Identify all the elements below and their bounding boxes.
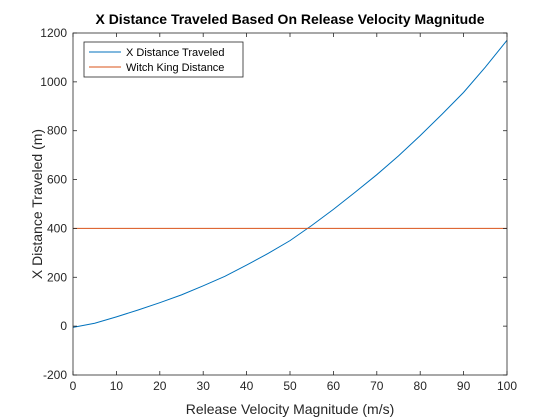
x-axis: 0 10 20 30 40 50 60 70 80 90 100 [70, 33, 517, 393]
x-tick-label: 70 [370, 379, 384, 393]
x-tick-label: 30 [197, 379, 211, 393]
y-tick-label: 600 [47, 173, 67, 187]
y-tick-label: 1200 [40, 26, 67, 40]
x-tick-label: 80 [414, 379, 428, 393]
series-line-1 [72, 40, 508, 328]
x-tick-label: 40 [240, 379, 254, 393]
y-tick-label: 800 [47, 124, 67, 138]
x-tick-label: 0 [70, 379, 77, 393]
y-tick-label: -200 [43, 368, 67, 382]
x-tick-label: 10 [110, 379, 124, 393]
series-layer [72, 40, 508, 328]
chart-title: X Distance Traveled Based On Release Vel… [95, 11, 484, 27]
legend: X Distance Traveled Witch King Distance [83, 41, 244, 78]
y-tick-label: 0 [60, 319, 67, 333]
y-axis: -200 0 200 400 600 800 1000 1200 [40, 26, 507, 382]
x-tick-label: 20 [153, 379, 167, 393]
x-tick-label: 50 [283, 379, 297, 393]
x-tick-label: 60 [327, 379, 341, 393]
legend-label-2: Witch King Distance [126, 62, 224, 74]
y-tick-label: 1000 [40, 75, 67, 89]
plot-area [73, 33, 507, 375]
y-tick-label: 200 [47, 270, 67, 284]
y-tick-label: 400 [47, 221, 67, 235]
x-tick-label: 100 [497, 379, 517, 393]
legend-box [83, 41, 244, 78]
y-axis-label: X Distance Traveled (m) [29, 129, 45, 279]
x-tick-label: 90 [457, 379, 471, 393]
x-axis-label: Release Velocity Magnitude (m/s) [186, 401, 395, 417]
legend-label-1: X Distance Traveled [126, 47, 224, 59]
